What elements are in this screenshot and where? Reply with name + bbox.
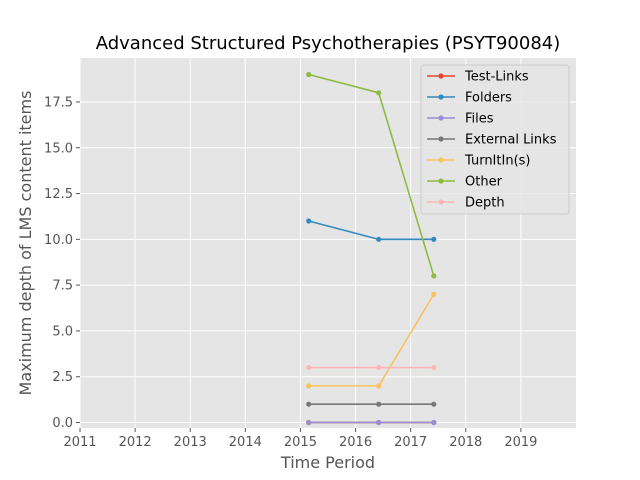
legend-item: External Links [427, 133, 557, 148]
data-point [431, 364, 437, 371]
series-files [306, 419, 437, 426]
legend-item: Test-Links [427, 70, 529, 85]
legend-marker [438, 136, 444, 142]
legend-item: Depth [427, 196, 505, 211]
legend-label: Depth [465, 196, 505, 211]
data-point [306, 401, 312, 407]
legend-marker [438, 199, 444, 205]
data-point [306, 218, 312, 224]
legend-item: Files [427, 112, 494, 127]
legend-marker [438, 157, 444, 163]
y-axis-label: Maximum depth of LMS content items [16, 91, 35, 396]
legend: Test-Links Folders Files External Links Turn… [420, 64, 570, 215]
legend-box [420, 64, 570, 215]
data-point [376, 364, 382, 371]
data-point [431, 236, 437, 242]
x-tick-label: 2011 [63, 435, 96, 450]
data-point [376, 90, 382, 96]
data-point [306, 419, 312, 426]
data-point [376, 401, 382, 407]
series-folders [306, 218, 437, 242]
x-tick-label: 2016 [339, 435, 372, 450]
y-tick-label: 17.5 [44, 95, 73, 110]
legend-marker [438, 73, 444, 79]
legend-marker [438, 178, 444, 184]
series-other [306, 71, 437, 279]
y-tick-label: 15.0 [44, 141, 73, 156]
data-point [376, 383, 382, 389]
legend-item: Folders [427, 91, 512, 106]
y-tick-label: 7.5 [52, 279, 73, 294]
series-turnitin-s- [306, 291, 437, 389]
series-depth [306, 364, 437, 371]
data-point [376, 236, 382, 242]
x-tick-label: 2017 [394, 435, 427, 450]
y-tick-label: 5.0 [52, 324, 73, 339]
y-tick-label: 12.5 [44, 187, 73, 202]
y-tick-label: 0.0 [52, 416, 73, 431]
series-layer [306, 71, 437, 426]
legend-label: External Links [465, 133, 557, 148]
data-point [376, 419, 382, 426]
x-tick-label: 2015 [284, 435, 317, 450]
legend-label: Folders [465, 91, 512, 106]
series-external-links [306, 401, 437, 407]
legend-item: TurnItIn(s) [427, 154, 530, 169]
legend-marker [438, 94, 444, 100]
data-point [431, 291, 437, 297]
data-point [306, 71, 312, 78]
data-point [431, 273, 437, 279]
legend-label: Files [465, 112, 494, 127]
y-tick-label: 10.0 [44, 233, 73, 248]
legend-marker [438, 115, 444, 121]
legend-label: TurnItIn(s) [464, 154, 530, 169]
x-tick-label: 2014 [229, 435, 262, 450]
x-tick-label: 2018 [449, 435, 482, 450]
data-point [306, 383, 312, 389]
data-point [431, 419, 437, 426]
x-tick-label: 2019 [504, 435, 537, 450]
chart-title: Advanced Structured Psychotherapies (PSY… [96, 33, 561, 54]
x-axis-label: Time Period [280, 453, 375, 472]
data-point [431, 401, 437, 407]
y-tick-label: 2.5 [52, 370, 73, 385]
legend-label: Test-Links [464, 70, 529, 85]
x-tick-label: 2012 [119, 435, 152, 450]
axis-ticks: 2011 2012 2013 2014 2015 2016 2017 2018 2019 0.0 2… [44, 95, 537, 450]
x-tick-label: 2013 [174, 435, 207, 450]
legend-item: Other [427, 175, 503, 190]
data-point [306, 364, 312, 371]
legend-label: Other [465, 175, 503, 190]
